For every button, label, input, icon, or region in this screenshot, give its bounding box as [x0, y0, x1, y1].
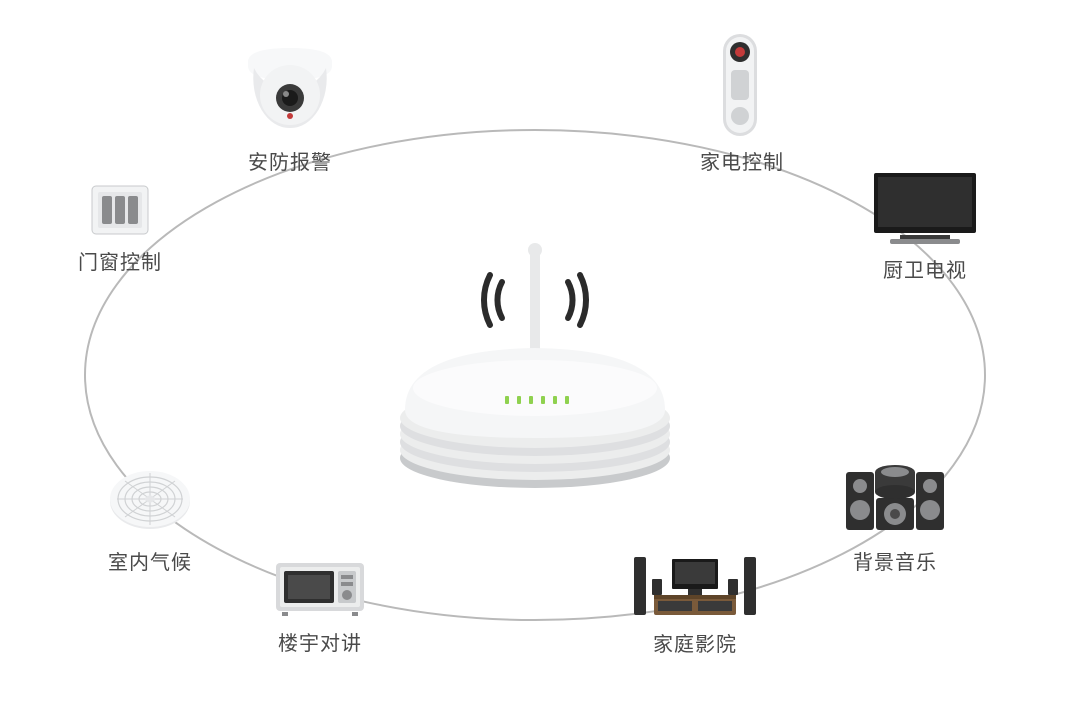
node-music-label: 背景音乐 [835, 546, 955, 575]
router-icon [390, 220, 680, 500]
remote-control-icon [717, 30, 763, 140]
node-climate-label: 室内气候 [90, 546, 210, 575]
node-security: 安防报警 [230, 40, 350, 175]
node-intercom: 楼宇对讲 [260, 555, 380, 656]
wall-switch-icon [90, 184, 150, 236]
home-theater-icon [630, 551, 760, 621]
node-intercom-label: 楼宇对讲 [260, 627, 380, 656]
diagram-canvas: 安防报警 家电控制 门窗控制 [0, 0, 1071, 710]
dome-camera-icon [240, 40, 340, 140]
node-theater-label: 家庭影院 [625, 628, 765, 657]
node-appliance-label: 家电控制 [700, 146, 780, 175]
node-appliance: 家电控制 [700, 30, 780, 175]
tv-icon [870, 169, 980, 247]
microwave-icon [272, 557, 368, 619]
node-security-label: 安防报警 [230, 146, 350, 175]
vent-round-icon [107, 465, 193, 535]
node-kitchen-tv-label: 厨卫电视 [865, 254, 985, 283]
node-door-label: 门窗控制 [60, 246, 180, 275]
node-climate: 室内气候 [90, 460, 210, 575]
speakers-icon [840, 452, 950, 538]
node-kitchen-tv: 厨卫电视 [865, 168, 985, 283]
node-music: 背景音乐 [835, 450, 955, 575]
node-theater: 家庭影院 [625, 550, 765, 657]
hub-router [390, 220, 680, 505]
node-door: 门窗控制 [60, 180, 180, 275]
